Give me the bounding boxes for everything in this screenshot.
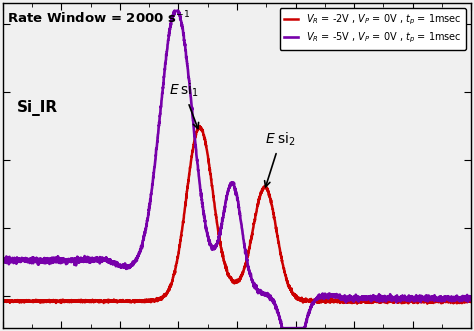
- Text: Rate Window = 2000 s$^{-1}$: Rate Window = 2000 s$^{-1}$: [8, 9, 191, 26]
- Text: Si_IR: Si_IR: [17, 100, 58, 117]
- Legend: $V_R$ = -2V , $V_P$ = 0V , $t_p$ = 1msec, $V_R$ = -5V , $V_P$ = 0V , $t_p$ = 1ms: $V_R$ = -2V , $V_P$ = 0V , $t_p$ = 1msec…: [280, 8, 466, 50]
- Text: $E\;\mathrm{si}_2$: $E\;\mathrm{si}_2$: [264, 131, 296, 187]
- Text: $E\,\mathrm{si}_1$: $E\,\mathrm{si}_1$: [169, 82, 199, 129]
